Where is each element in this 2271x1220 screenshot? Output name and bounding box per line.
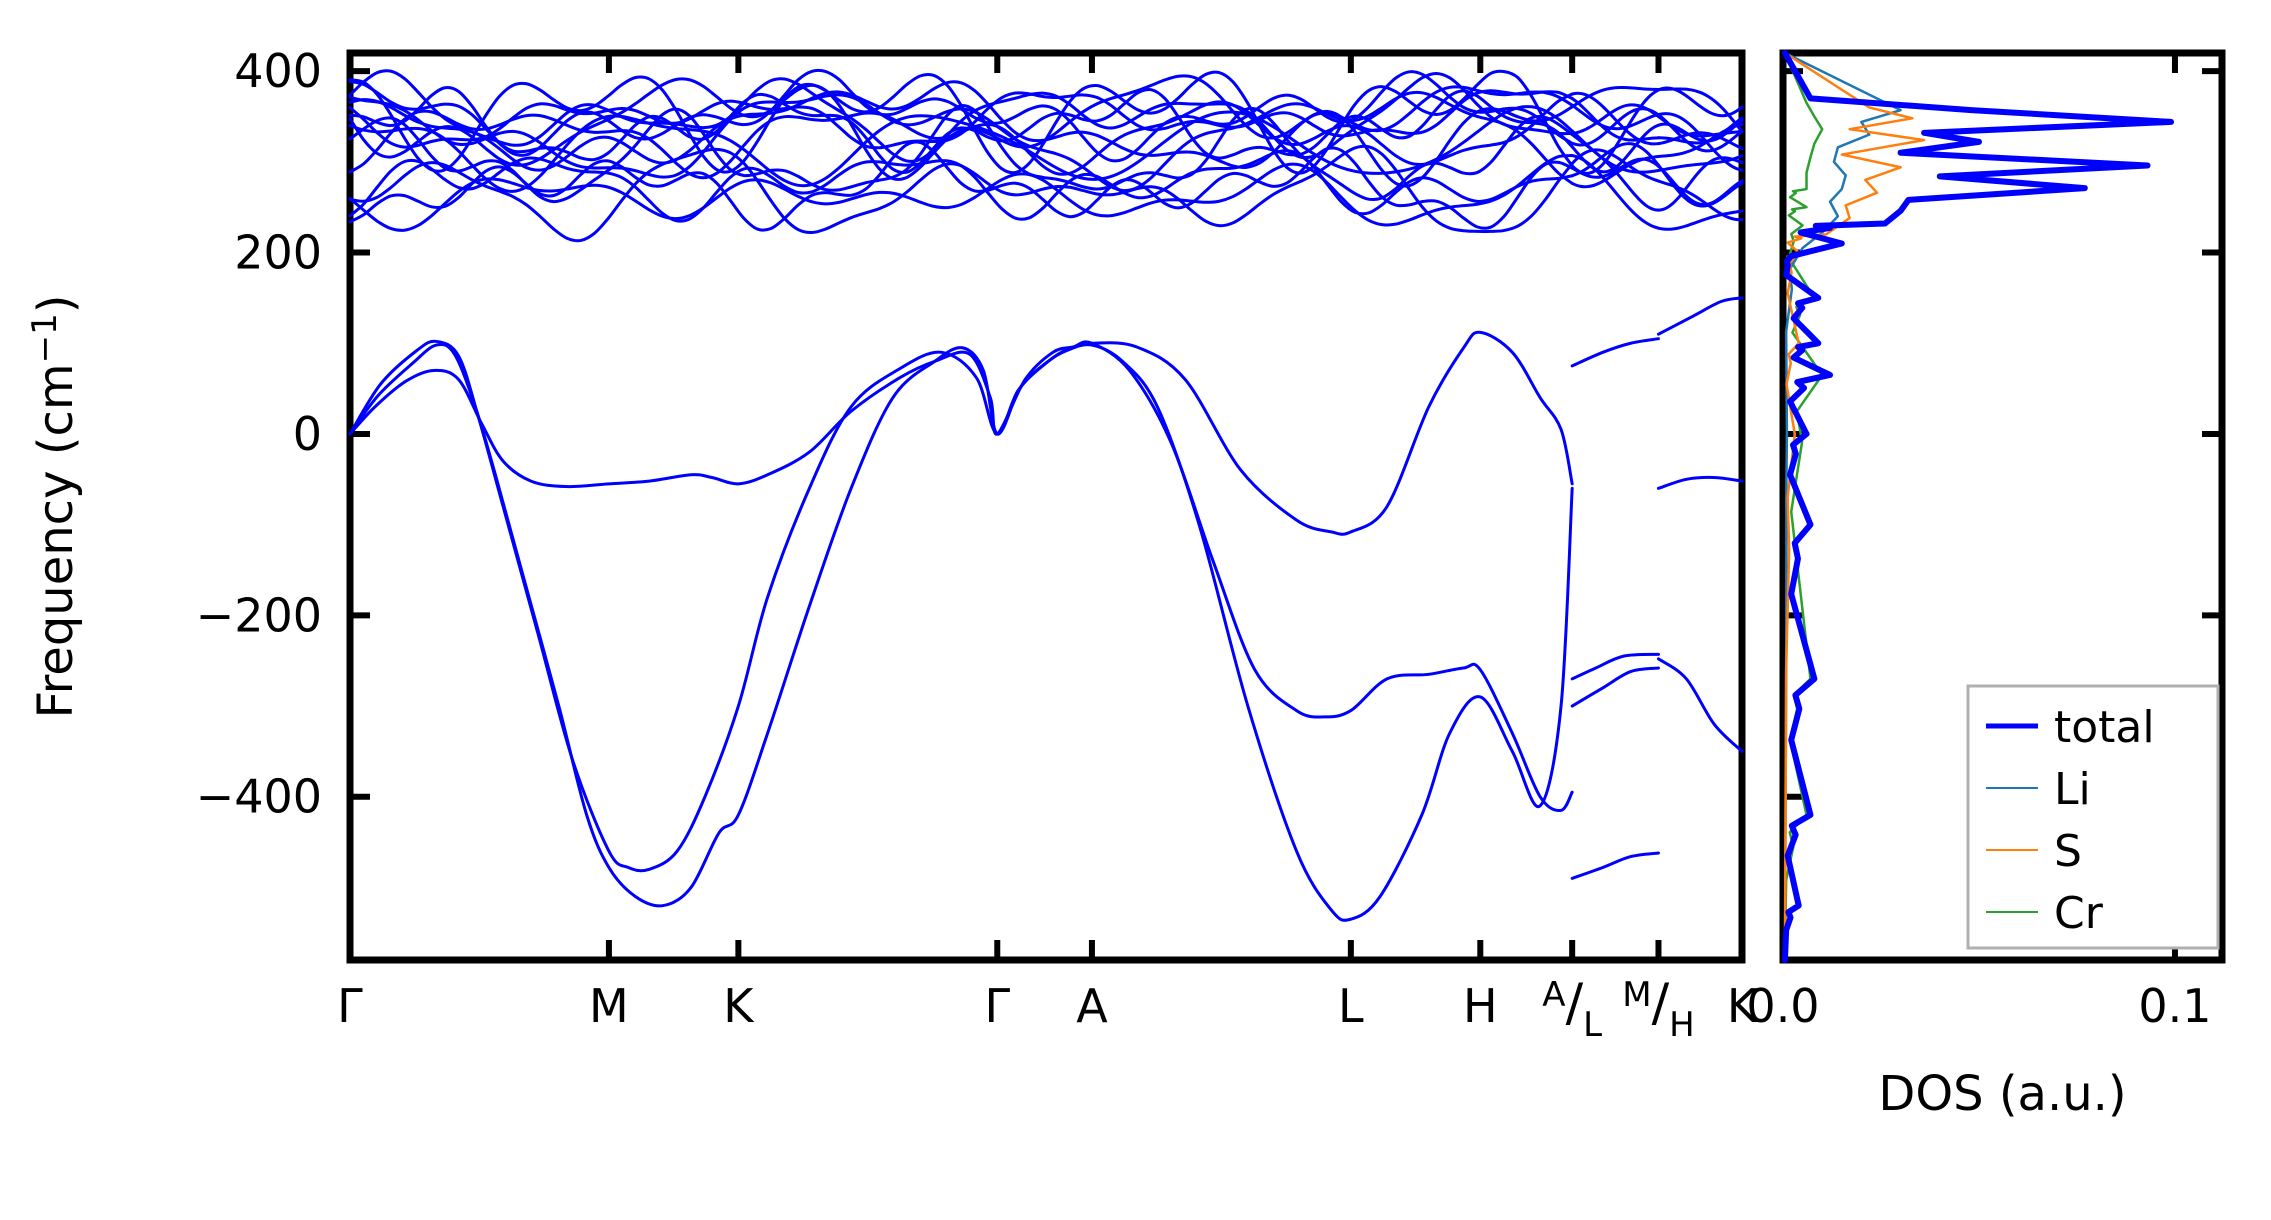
band-curve-optical-13-seg2	[1656, 113, 1744, 153]
band-curve-optical-9-seg1	[1570, 103, 1660, 131]
y-axis-title: Frequency (cm−1)	[25, 295, 84, 719]
band-curve-extra-3	[1570, 851, 1660, 880]
band-curve-acoustic-2-0	[348, 330, 1574, 536]
band-curve-optical-1-seg1	[1570, 148, 1660, 183]
dos-x-tick-label-1: 0.1	[2138, 979, 2211, 1033]
band-curve-optical-2-seg2	[1656, 164, 1744, 207]
y-tick-label-0: 400	[234, 44, 322, 98]
band-curve-optical-0-seg2	[1656, 209, 1744, 231]
legend-label-s: S	[2054, 826, 2082, 877]
x-tick-label-8: M/H	[1622, 973, 1694, 1045]
band-curve-optical-8-seg1	[1570, 123, 1660, 174]
band-curve-optical-11-seg2	[1656, 116, 1744, 145]
band-curve-optical-3-seg2	[1656, 163, 1744, 208]
band-curve-optical-2-seg0	[348, 140, 1574, 232]
band-curve-optical-3-seg0	[348, 149, 1574, 223]
x-tick-label-1: M	[589, 979, 629, 1033]
band-curve-optical-13-seg1	[1570, 107, 1660, 147]
y-tick-label-4: −400	[196, 770, 322, 824]
band-curve-optical-14-seg2	[1656, 86, 1744, 118]
band-curve-acoustic-1-0	[348, 339, 1574, 873]
x-tick-label-7: A/L	[1542, 973, 1602, 1045]
x-tick-label-9: K	[1727, 979, 1759, 1033]
y-tick-label-1: 200	[234, 226, 322, 280]
dos-x-tick-label-0: 0.0	[1746, 979, 1819, 1033]
dos-curve-total	[1781, 50, 2175, 963]
dos-axes-frame	[1779, 49, 2226, 964]
band-curve-optical-6-seg1	[1570, 91, 1660, 146]
y-tick-label-3: −200	[196, 588, 322, 642]
band-curve-extra-4	[1656, 475, 1744, 490]
band-curve-optical-0-seg0	[348, 154, 1574, 232]
legend-label-li: Li	[2054, 764, 2091, 815]
x-tick-label-3: Γ	[984, 979, 1010, 1033]
x-tick-label-5: L	[1338, 979, 1364, 1033]
dos-x-axis-title: DOS (a.u.)	[1878, 1066, 2126, 1122]
band-curve-acoustic-0-1	[1570, 337, 1660, 368]
band-curve-optical-13-seg0	[348, 68, 1574, 163]
band-curve-optical-12-seg0	[348, 69, 1574, 163]
band-curve-optical-14-seg0	[348, 69, 1574, 175]
band-curve-extra-2	[1570, 666, 1660, 708]
y-tick-label-2: 0	[293, 407, 322, 461]
band-curve-extra-0	[1570, 652, 1660, 681]
x-tick-label-2: K	[723, 979, 755, 1033]
band-curve-optical-4-seg2	[1656, 156, 1744, 212]
band-curve-extra-5	[1656, 296, 1744, 336]
band-curve-optical-5-seg2	[1656, 154, 1744, 172]
legend-label-total: total	[2054, 702, 2155, 753]
band-axes-frame	[346, 49, 1746, 964]
band-curve-optical-11-seg0	[348, 89, 1574, 150]
band-curve-optical-7-seg1	[1570, 155, 1660, 189]
x-tick-label-6: H	[1463, 979, 1498, 1033]
band-curve-optical-10-seg1	[1570, 86, 1660, 109]
band-curve-optical-11-seg1	[1570, 96, 1660, 142]
band-curve-extra-1	[1656, 657, 1744, 753]
legend-label-cr: Cr	[2054, 888, 2104, 939]
band-curve-optical-14-seg1	[1570, 88, 1660, 175]
x-tick-label-4: A	[1076, 979, 1108, 1033]
band-curve-optical-10-seg0	[348, 74, 1574, 188]
legend-box	[1966, 684, 2220, 950]
x-tick-label-0: Γ	[337, 979, 363, 1033]
